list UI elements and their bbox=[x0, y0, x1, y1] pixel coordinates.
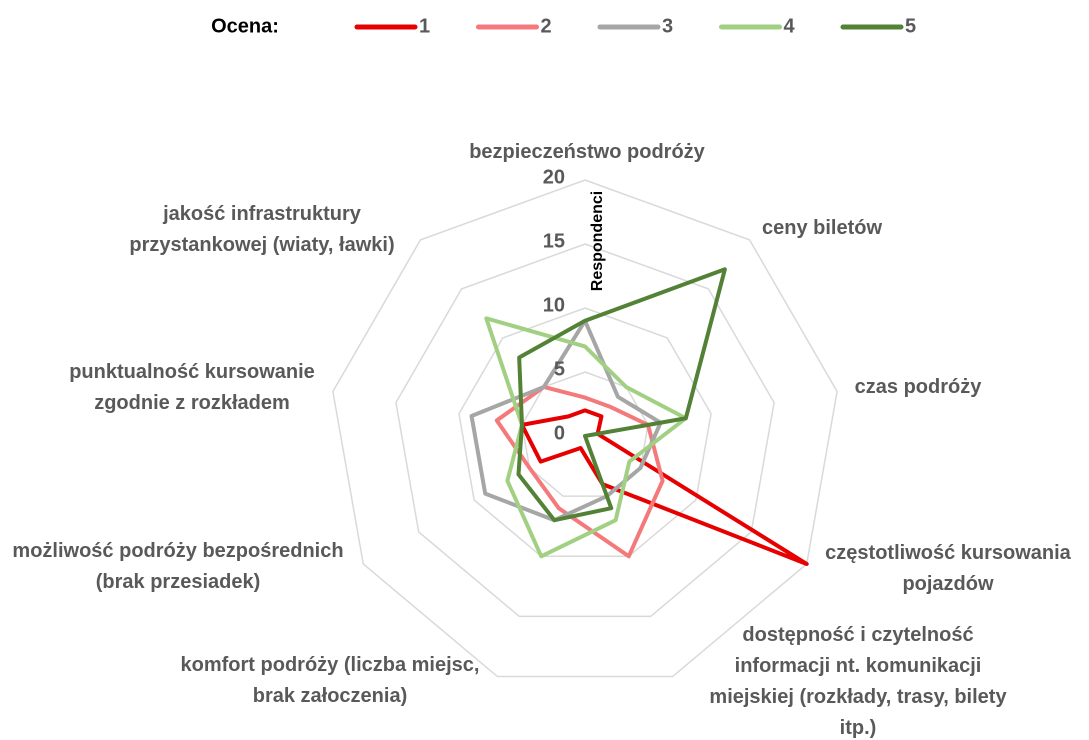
grid-ring bbox=[521, 371, 649, 497]
series-line bbox=[469, 318, 663, 523]
y-tick-label: 20 bbox=[543, 166, 565, 188]
series-line bbox=[516, 267, 727, 523]
legend-label: 5 bbox=[905, 15, 916, 37]
category-label: częstotliwość kursowania pojazdów bbox=[825, 542, 1071, 595]
grid-ring bbox=[332, 179, 838, 678]
legend-label: 4 bbox=[784, 15, 796, 37]
axis-title: Respondenci bbox=[589, 191, 606, 291]
y-tick-label: 0 bbox=[554, 422, 565, 444]
y-tick-label: 5 bbox=[554, 358, 565, 380]
series-line bbox=[519, 408, 809, 566]
category-label: ceny biletów bbox=[761, 217, 883, 239]
legend-title: Ocena: bbox=[211, 15, 279, 37]
y-tick-label: 15 bbox=[543, 230, 565, 252]
category-label: punktualność kursowanie zgodnie z rozkła… bbox=[69, 361, 315, 414]
legend-label: 1 bbox=[419, 15, 430, 37]
category-label: możliwość podróży bezpośrednich (brak pr… bbox=[12, 540, 344, 593]
category-label: komfort podróży (liczba miejsc, brak zał… bbox=[180, 654, 480, 707]
legend-label: 3 bbox=[662, 15, 673, 37]
y-tick-label: 10 bbox=[543, 294, 565, 316]
category-label: dostępność i czytelność informacji nt. k… bbox=[709, 624, 1007, 739]
category-label: bezpieczeństwo podróży bbox=[469, 141, 705, 163]
grid-ring bbox=[458, 307, 712, 558]
category-label: czas podróży bbox=[854, 376, 982, 398]
category-label: jakość infrastruktury przystankowej (wia… bbox=[129, 203, 395, 256]
series-line bbox=[484, 316, 688, 559]
grid-ring bbox=[395, 243, 775, 618]
legend-label: 2 bbox=[541, 15, 552, 37]
